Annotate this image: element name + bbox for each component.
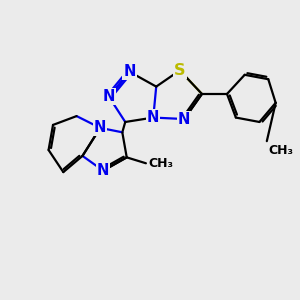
Text: S: S: [174, 63, 186, 78]
Text: N: N: [97, 163, 109, 178]
Text: N: N: [94, 120, 106, 135]
Text: N: N: [178, 112, 190, 127]
Text: CH₃: CH₃: [148, 157, 173, 170]
Text: N: N: [124, 64, 136, 79]
Text: CH₃: CH₃: [268, 144, 293, 157]
Text: N: N: [147, 110, 160, 125]
Text: N: N: [103, 89, 115, 104]
